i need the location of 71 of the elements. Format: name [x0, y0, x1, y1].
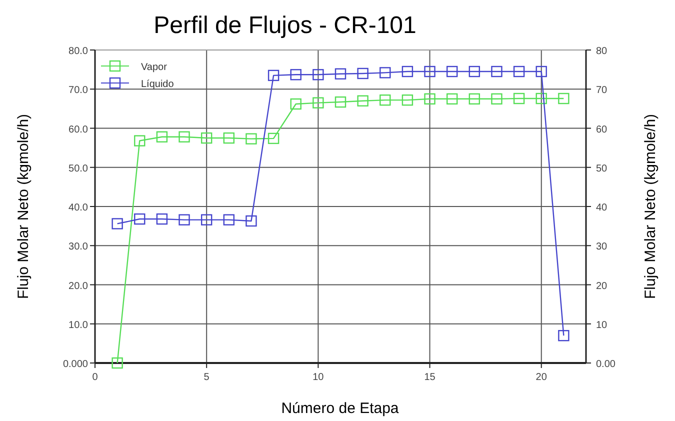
y2-tick-label: 70 [596, 85, 608, 96]
point [491, 93, 502, 105]
point [334, 96, 346, 108]
y-tick-label: 40.0 [68, 202, 88, 214]
x-tick-label: 20 [536, 372, 548, 383]
point [446, 93, 458, 105]
y2-axis-title: Flujo Molar Neto (kgmole/h) [642, 114, 659, 300]
point [290, 69, 302, 80]
point [536, 66, 547, 78]
point [156, 131, 168, 142]
x-axis-title: Número de Etapa [281, 400, 400, 417]
y-tick-label: 20.0 [68, 280, 88, 292]
point [223, 132, 235, 144]
point [536, 92, 547, 104]
y-tick-label: 80.0 [68, 46, 88, 57]
point [402, 66, 414, 78]
point [357, 95, 368, 106]
point [380, 67, 391, 78]
y2-tick-label: 50 [596, 163, 608, 174]
y-tick-label: 50.0 [68, 163, 88, 174]
point [513, 66, 525, 78]
x-tick-label: 15 [424, 372, 436, 383]
y2-tick-label: 20 [596, 280, 608, 292]
point [513, 92, 525, 104]
point [156, 213, 168, 225]
point [312, 97, 324, 108]
y2-tick-label: 30 [596, 242, 608, 253]
point [200, 214, 212, 226]
y-tick-label: 0.000 [62, 359, 88, 370]
y2-tick-label: 0.00 [596, 359, 616, 370]
point [380, 94, 391, 106]
legend-label: Vapor [141, 62, 168, 73]
chart-title: Perfil de Flujos - CR-101 [154, 12, 416, 39]
point [268, 70, 280, 82]
point [178, 131, 190, 142]
y2-tick-label: 60 [596, 124, 608, 136]
point [468, 93, 480, 105]
point [312, 69, 324, 80]
x-tick-label: 0 [92, 372, 98, 383]
point [134, 135, 146, 146]
y2-tick-label: 10 [596, 320, 608, 331]
y-axis-title: Flujo Molar Neto (kgmole/h) [15, 114, 32, 300]
y-tick-label: 10.0 [68, 320, 88, 331]
point [334, 68, 346, 80]
point [558, 92, 570, 104]
legend-label: Líquido [141, 79, 174, 90]
x-tick-label: 5 [204, 372, 210, 383]
point [424, 93, 436, 105]
point [246, 215, 257, 227]
point [424, 66, 436, 78]
x-tick-label: 10 [312, 372, 324, 383]
y2-tick-label: 80 [596, 46, 608, 57]
y-tick-label: 70.0 [68, 85, 88, 96]
point [491, 66, 502, 78]
point [558, 330, 570, 342]
point [402, 94, 414, 106]
point [246, 133, 257, 144]
point [134, 213, 146, 225]
y-tick-label: 30.0 [68, 242, 88, 253]
y2-tick-label: 40 [596, 202, 608, 214]
point [223, 214, 235, 226]
point [112, 357, 123, 369]
point [357, 68, 368, 80]
point [268, 132, 280, 144]
point [290, 98, 302, 110]
y-tick-label: 60.0 [68, 124, 88, 136]
point [200, 132, 212, 144]
point [112, 218, 123, 230]
point [178, 214, 190, 226]
point [446, 66, 458, 78]
point [468, 66, 480, 78]
